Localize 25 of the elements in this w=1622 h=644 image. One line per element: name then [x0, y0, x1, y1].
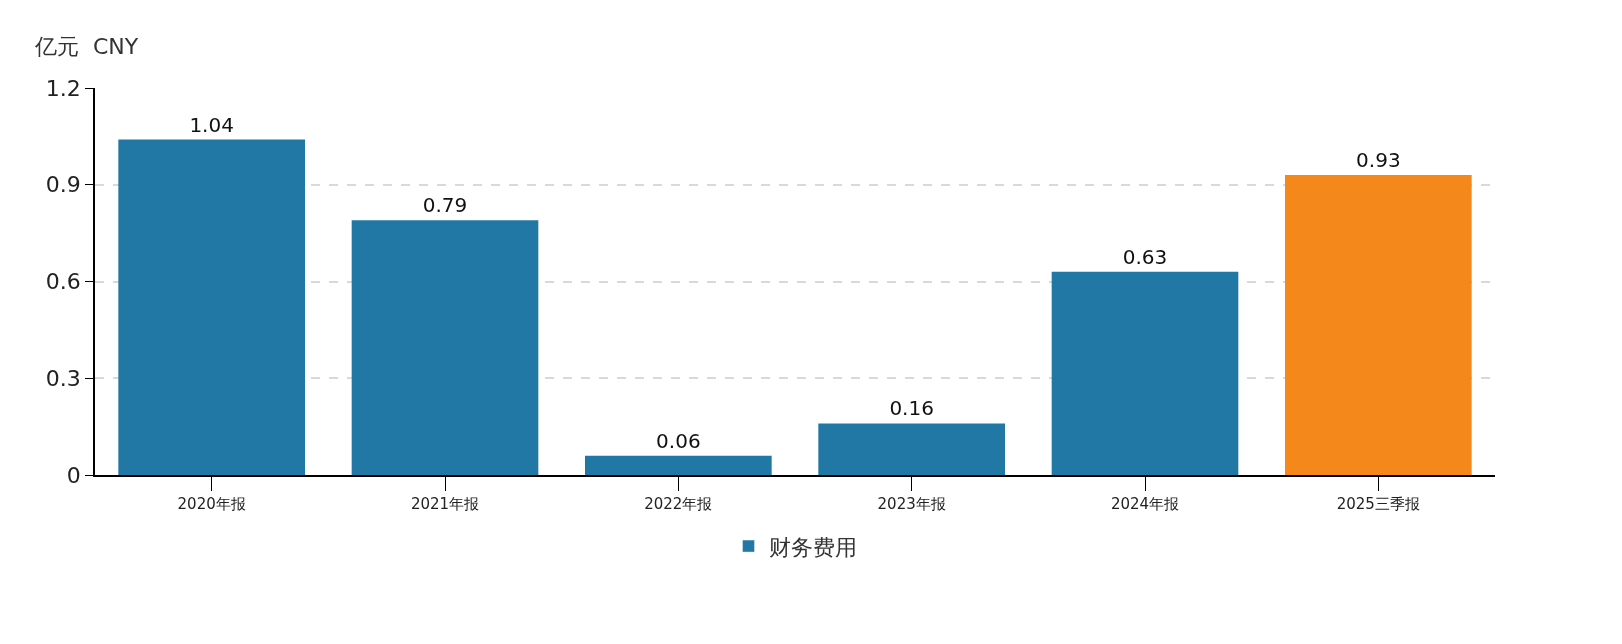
x-tick-label: 2023年报 — [877, 494, 946, 513]
data-label: 1.04 — [189, 112, 234, 137]
bar — [585, 455, 772, 475]
bar — [118, 139, 305, 475]
x-tick-label: 2022年报 — [644, 494, 713, 513]
y-tick-label: 1.2 — [45, 75, 81, 101]
legend-label: 财务费用 — [768, 534, 857, 560]
data-label: 0.79 — [422, 193, 468, 218]
y-axis-title: 亿元 CNY — [34, 34, 139, 59]
x-tick-label: 2020年报 — [177, 494, 246, 513]
x-tick-label: 2025三季报 — [1336, 494, 1420, 513]
data-label: 0.06 — [656, 428, 701, 453]
y-tick-label: 0.6 — [45, 269, 81, 295]
data-label: 0.16 — [889, 396, 934, 421]
bar — [1285, 175, 1472, 475]
x-tick-label: 2024年报 — [1110, 494, 1180, 513]
bar — [818, 423, 1005, 475]
y-tick-label: 0 — [66, 462, 81, 488]
data-label: 0.93 — [1356, 148, 1401, 173]
data-label: 0.63 — [1122, 244, 1168, 269]
bar — [351, 220, 539, 475]
y-tick-label: 0.9 — [45, 172, 81, 198]
y-tick-label: 0.3 — [45, 365, 81, 391]
bar — [1051, 271, 1239, 475]
x-tick-label: 2021年报 — [410, 494, 480, 513]
